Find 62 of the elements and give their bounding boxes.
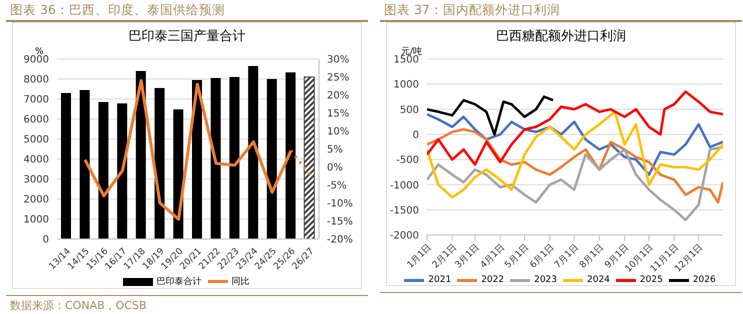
bar <box>173 109 184 239</box>
legend-label: 2021 <box>428 275 452 285</box>
y-tick-label: 0 <box>412 130 419 141</box>
y-tick-label: 2000 <box>24 194 49 206</box>
chart-subtitle: 巴印泰三国产量合计 <box>128 28 246 45</box>
line-series <box>427 110 723 199</box>
y2-tick-label: 15% <box>327 108 350 120</box>
y-tick-label: 1000 <box>394 80 419 91</box>
y-tick-label: 6000 <box>24 114 49 126</box>
x-tick-label: 7月1日 <box>552 242 581 270</box>
y-tick-label: 7000 <box>24 94 49 106</box>
y2-tick-label: 0% <box>327 162 343 174</box>
y-tick-label: 0 <box>42 234 49 246</box>
legend-label: 2025 <box>640 275 663 285</box>
y2-tick-label: 10% <box>327 126 350 138</box>
bar <box>248 66 258 239</box>
y2-tick-label: 20% <box>327 90 350 102</box>
y-tick-label: 3000 <box>24 174 49 186</box>
y2-tick-label: 25% <box>327 72 350 84</box>
y2-tick-label: -20% <box>327 234 353 246</box>
line-series <box>427 146 723 222</box>
bar <box>154 88 165 239</box>
legend-label: 2023 <box>534 275 557 285</box>
y2-tick-label: -5% <box>327 180 346 192</box>
y2-tick-label: 5% <box>327 144 343 156</box>
line-series <box>427 90 723 166</box>
bar <box>98 102 108 239</box>
y-tick-label: 1000 <box>24 214 49 226</box>
source-note: 数据来源：CONAB，OCSB <box>10 299 147 312</box>
y-tick-label: -1000 <box>390 180 419 192</box>
bar <box>136 71 146 239</box>
y2-tick-label: -10% <box>327 198 353 210</box>
legend-label: 2026 <box>692 275 716 285</box>
chart-title: 图表 36：巴西、印度、泰国供给预测 <box>6 0 368 22</box>
y-tick-label: 4000 <box>24 154 49 166</box>
line-series <box>427 128 723 204</box>
bar <box>210 78 221 239</box>
bar <box>304 76 315 239</box>
y-tick-label: 8000 <box>24 74 49 86</box>
legend-label: 巴印泰合计 <box>156 276 202 288</box>
legend-label: 2022 <box>481 275 504 285</box>
y-tick-label: 1500 <box>394 54 419 66</box>
y2-tick-label: -15% <box>327 216 353 228</box>
y2-tick-label: 30% <box>327 54 350 66</box>
bar <box>117 103 128 239</box>
chart-title: 图表 37：国内配额外进口利润 <box>380 0 742 22</box>
bar <box>80 90 90 239</box>
bar <box>229 77 240 239</box>
x-tick-label: 5月1日 <box>503 242 532 270</box>
legend-label: 2024 <box>587 275 610 285</box>
y-tick-label: -1500 <box>390 205 419 216</box>
chart-subtitle: 巴西糖配额外进口利润 <box>495 28 627 45</box>
line-series <box>427 95 554 136</box>
y-tick-label: 500 <box>400 104 419 116</box>
bar <box>286 72 296 239</box>
y-tick-label: -500 <box>396 155 419 166</box>
bar <box>266 79 277 239</box>
y-tick-label: -2000 <box>390 230 419 242</box>
y-tick-label: 9000 <box>24 54 49 66</box>
bar <box>61 93 71 239</box>
y-tick-label: 5000 <box>24 134 49 146</box>
legend-label: 同比 <box>232 276 250 288</box>
